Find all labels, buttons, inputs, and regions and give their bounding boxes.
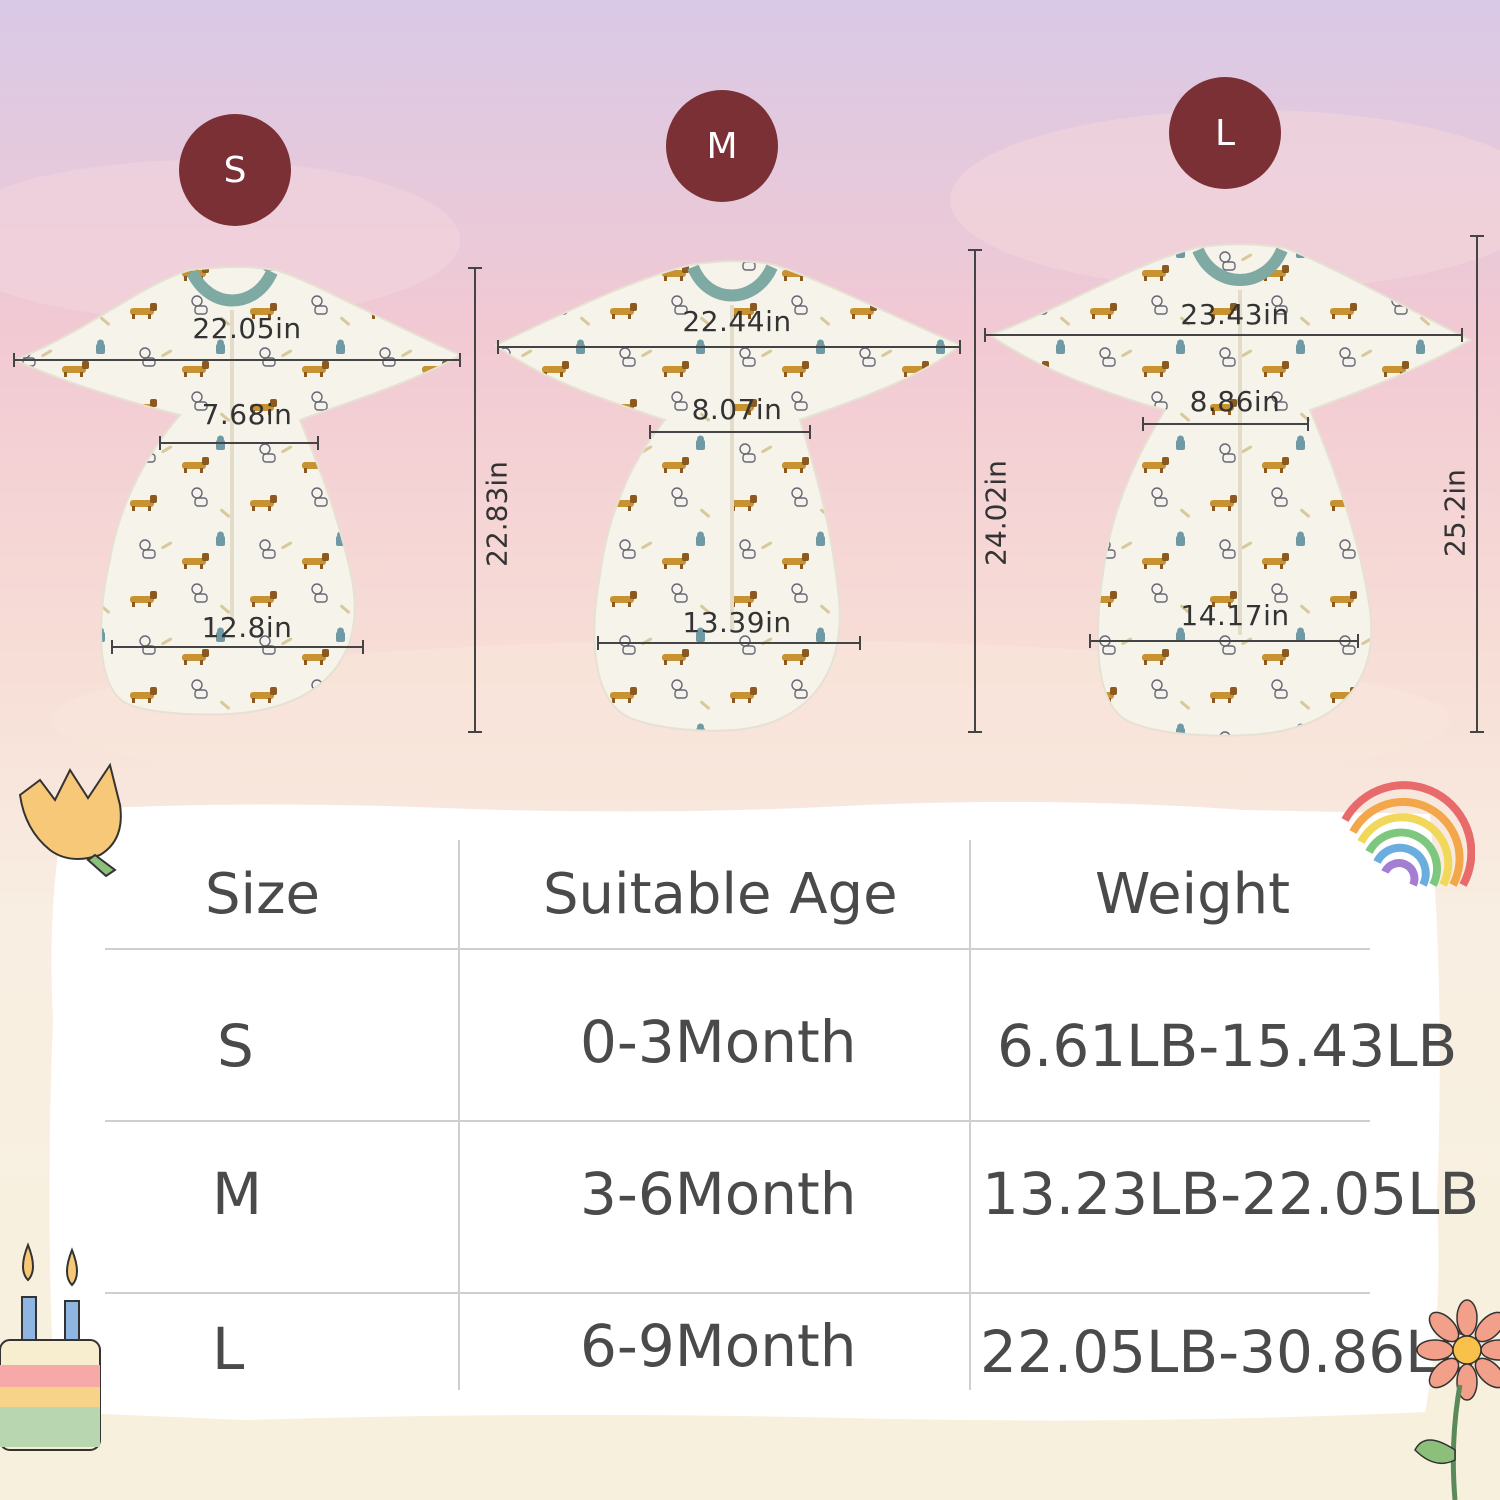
header-size: Size [205, 862, 320, 927]
length-l: 25.2in [1438, 469, 1472, 557]
chest-width-m: 22.44in [682, 305, 792, 338]
chest-width-s: 22.05in [192, 312, 302, 345]
row-weight: 22.05LB-30.86LB [980, 1318, 1478, 1386]
armhole-width-m: 8.07in [691, 393, 783, 426]
row-size: M [212, 1160, 263, 1228]
row-age: 0-3Month [580, 1008, 857, 1076]
length-m: 24.02in [979, 460, 1013, 566]
table-column-divider [458, 840, 460, 1390]
sleep-sack-large [987, 243, 1473, 737]
measure-lines-medium [497, 249, 982, 733]
row-size: S [217, 1012, 254, 1080]
sleep-sack-small [12, 266, 463, 716]
hem-width-s: 12.8in [201, 611, 293, 644]
table-card-background [49, 801, 1440, 1421]
tulip-icon [18, 762, 122, 878]
table-row-divider [105, 1120, 1370, 1122]
measure-lines-small [13, 267, 482, 733]
armhole-width-s: 7.68in [201, 398, 293, 431]
sleep-sack-medium [494, 260, 962, 732]
armhole-width-l: 8.86in [1189, 385, 1281, 418]
size-badge-s: S [179, 114, 291, 226]
rainbow-icon [1341, 781, 1475, 887]
hem-width-m: 13.39in [682, 606, 792, 639]
table-column-divider [969, 840, 971, 1390]
birthday-cake-icon [0, 1242, 101, 1451]
table-header-divider [105, 948, 1370, 950]
header-suitable-age: Suitable Age [543, 862, 898, 927]
header-weight: Weight [1095, 862, 1291, 927]
row-weight: 13.23LB-22.05LB [982, 1160, 1480, 1228]
table-row-divider [105, 1292, 1370, 1294]
daisy-flower-icon [1414, 1299, 1500, 1500]
hem-width-l: 14.17in [1180, 599, 1290, 632]
measure-lines-large [984, 235, 1484, 733]
chest-width-l: 23.43in [1180, 298, 1290, 331]
length-s: 22.83in [480, 461, 514, 567]
sleep-sack-illustrations [12, 235, 1484, 737]
row-size: L [212, 1315, 245, 1383]
size-badge-m: M [666, 90, 778, 202]
row-age: 3-6Month [580, 1160, 857, 1228]
row-age: 6-9Month [580, 1312, 857, 1380]
row-weight: 6.61LB-15.43LB [997, 1012, 1458, 1080]
size-badge-l: L [1169, 77, 1281, 189]
